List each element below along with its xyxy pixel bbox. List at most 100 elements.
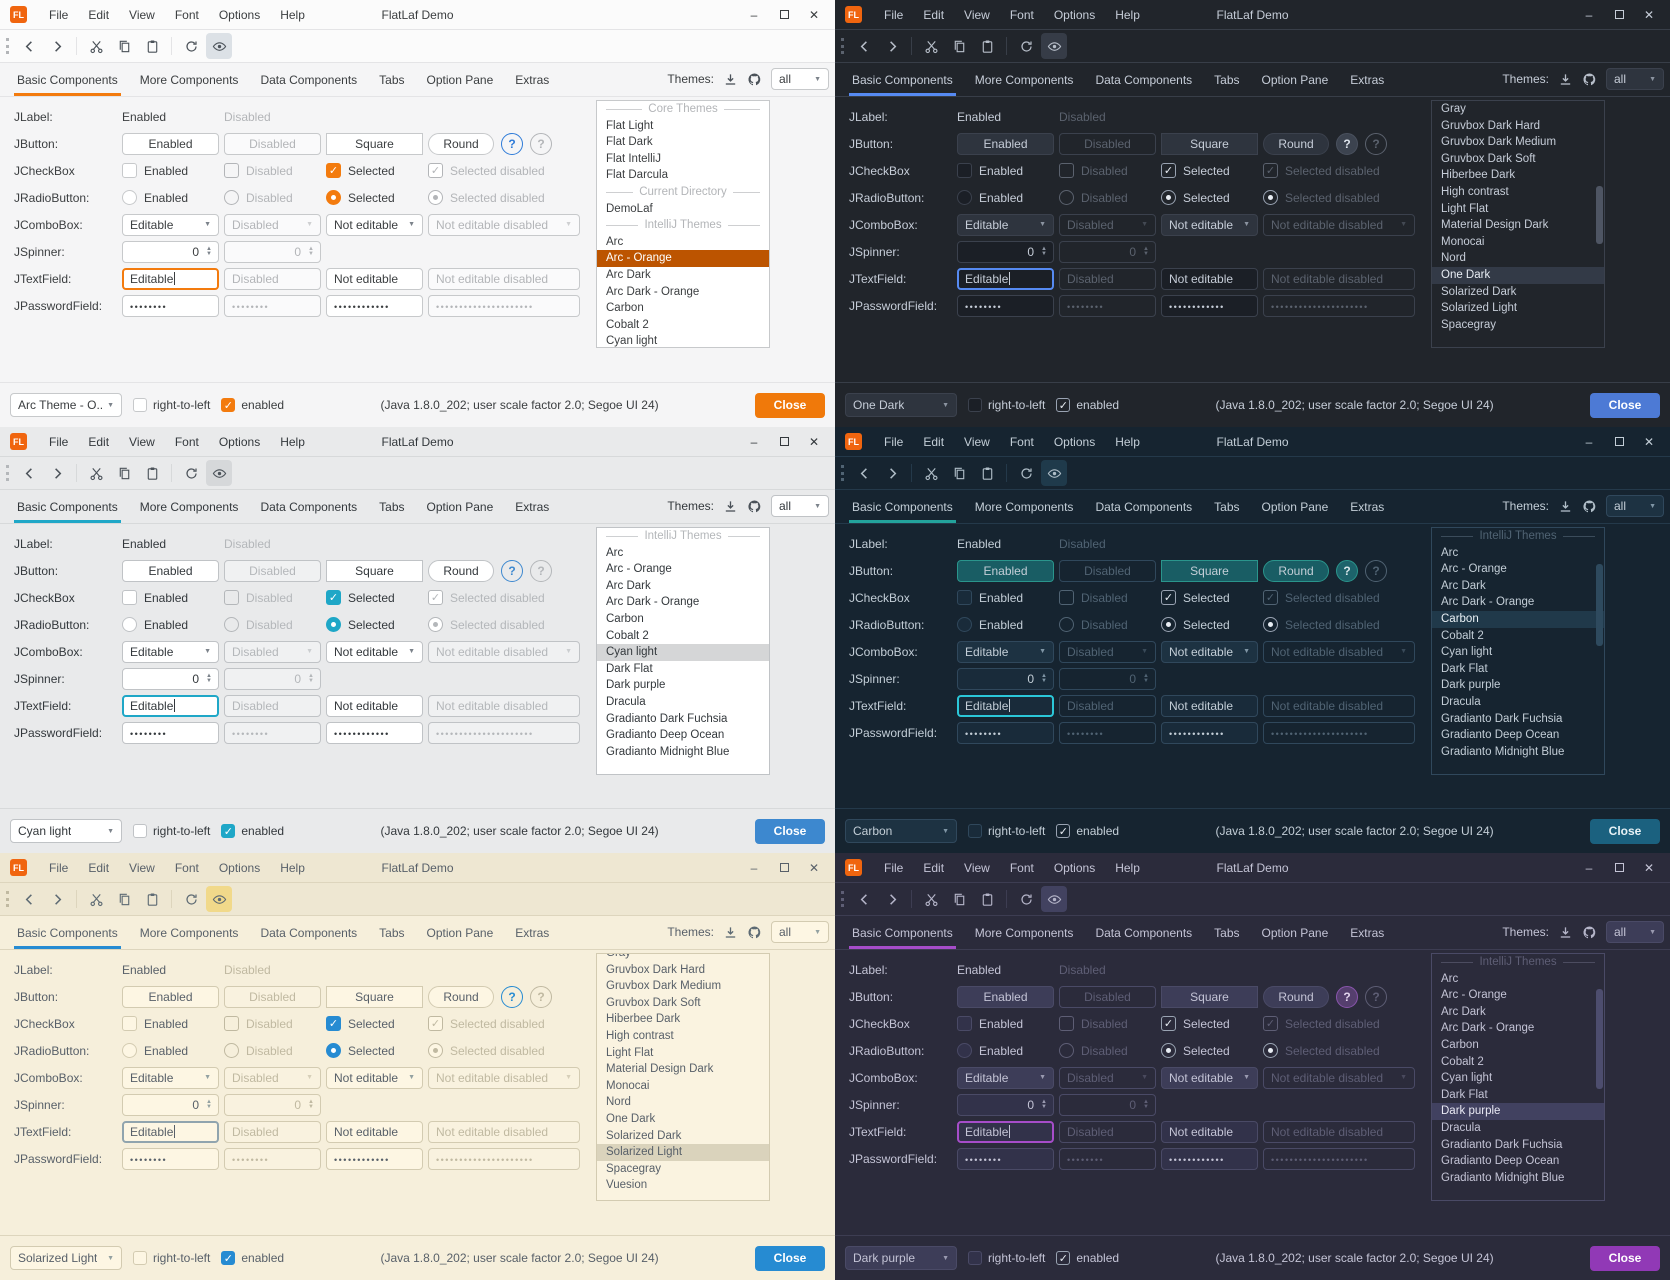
menu-font[interactable]: Font: [174, 860, 199, 875]
eye-button[interactable]: [206, 33, 232, 59]
download-themes-button[interactable]: [723, 499, 738, 514]
jcombobox-not-editable-disabled[interactable]: Not editable disabled ▼: [1263, 213, 1415, 236]
rtl-checkbox[interactable]: right-to-left: [133, 1251, 210, 1265]
forward-button[interactable]: [44, 33, 70, 59]
theme-list-item-selected[interactable]: Arc - Orange: [597, 250, 769, 267]
themes-filter-combobox[interactable]: all ▼: [1606, 921, 1664, 943]
tab-extras[interactable]: Extras: [1350, 926, 1385, 940]
theme-list-item[interactable]: Arc - Orange: [1441, 563, 1507, 576]
help-button-disabled[interactable]: ?: [1365, 559, 1387, 582]
tab-tabs[interactable]: Tabs: [1214, 926, 1240, 940]
theme-list-item[interactable]: Dracula: [606, 695, 646, 708]
jcheckbox-selected-disabled[interactable]: [1263, 163, 1278, 178]
jcheckbox-enabled[interactable]: [122, 163, 137, 178]
jtextfield-editable[interactable]: Editable: [122, 694, 219, 717]
theme-list-item[interactable]: Dracula: [1441, 695, 1481, 708]
theme-list-item[interactable]: High contrast: [606, 1029, 674, 1042]
jpasswordfield-enabled[interactable]: ••••••••: [957, 721, 1054, 744]
jtextfield-not-editable-disabled[interactable]: Not editable disabled: [428, 1120, 580, 1143]
maximize-button[interactable]: [1604, 435, 1634, 449]
minimize-button[interactable]: –: [1585, 7, 1593, 22]
square-button[interactable]: Square: [326, 559, 423, 582]
tab-option-pane[interactable]: Option Pane: [1261, 926, 1329, 940]
jcheckbox-selected[interactable]: [326, 163, 341, 178]
close-window-button[interactable]: ✕: [808, 434, 820, 449]
jradiobutton-selected[interactable]: [1161, 1043, 1176, 1058]
tab-data-components[interactable]: Data Components: [260, 500, 358, 514]
jtextfield-not-editable[interactable]: Not editable: [1161, 694, 1258, 717]
jpasswordfield-not-editable-disabled[interactable]: •••••••••••••••••••••: [1263, 1147, 1415, 1170]
forward-button[interactable]: [879, 33, 905, 59]
tab-tabs[interactable]: Tabs: [1214, 500, 1240, 514]
jcheckbox-selected[interactable]: [326, 590, 341, 605]
jpasswordfield-enabled[interactable]: ••••••••: [122, 721, 219, 744]
toolbar-grip-icon[interactable]: [841, 891, 846, 907]
jpasswordfield-disabled[interactable]: ••••••••: [1059, 721, 1156, 744]
jspinner-enabled[interactable]: 0 ▲ ▼: [957, 1093, 1054, 1116]
themes-filter-combobox[interactable]: all ▼: [771, 68, 829, 90]
jtextfield-not-editable[interactable]: Not editable: [326, 694, 423, 717]
jtextfield-disabled[interactable]: Disabled: [1059, 1120, 1156, 1143]
jspinner-disabled[interactable]: 0 ▲ ▼: [1059, 240, 1156, 263]
jcheckbox-selected-disabled[interactable]: [1263, 590, 1278, 605]
jcombobox-not-editable-disabled[interactable]: Not editable disabled ▼: [428, 213, 580, 236]
tab-basic-components[interactable]: Basic Components: [841, 66, 964, 96]
menu-view[interactable]: View: [129, 860, 155, 875]
jcheckbox-enabled[interactable]: [122, 590, 137, 605]
theme-list-item[interactable]: Arc Dark: [1441, 1005, 1486, 1018]
theme-list-item[interactable]: Spacegray: [606, 1162, 661, 1175]
theme-list-item[interactable]: Arc Dark: [1441, 579, 1486, 592]
minimize-button[interactable]: –: [750, 860, 758, 875]
menu-font[interactable]: Font: [1009, 860, 1034, 875]
jcombobox-not-editable[interactable]: Not editable ▼: [1161, 1066, 1258, 1089]
jtextfield-not-editable-disabled[interactable]: Not editable disabled: [1263, 1120, 1415, 1143]
jradiobutton-disabled[interactable]: [1059, 190, 1074, 205]
jpasswordfield-disabled[interactable]: ••••••••: [1059, 1147, 1156, 1170]
jpasswordfield-enabled[interactable]: ••••••••: [957, 294, 1054, 317]
back-button[interactable]: [16, 33, 42, 59]
help-button[interactable]: ?: [1336, 132, 1358, 155]
jradiobutton-disabled[interactable]: [224, 617, 239, 632]
tab-basic-components[interactable]: Basic Components: [6, 493, 129, 523]
menu-file[interactable]: File: [884, 434, 904, 449]
back-button[interactable]: [16, 460, 42, 486]
forward-button[interactable]: [879, 460, 905, 486]
jpasswordfield-disabled[interactable]: ••••••••: [224, 721, 321, 744]
jtextfield-editable[interactable]: Editable: [957, 694, 1054, 717]
jspinner-enabled[interactable]: 0 ▲ ▼: [122, 1093, 219, 1116]
refresh-button[interactable]: [178, 460, 204, 486]
maximize-button[interactable]: [769, 435, 799, 449]
jtextfield-disabled[interactable]: Disabled: [224, 1120, 321, 1143]
paste-button[interactable]: [139, 33, 165, 59]
jtextfield-disabled[interactable]: Disabled: [1059, 267, 1156, 290]
github-button[interactable]: [747, 499, 762, 514]
github-button[interactable]: [747, 925, 762, 940]
tab-extras[interactable]: Extras: [515, 926, 550, 940]
theme-list-item[interactable]: Arc - Orange: [606, 563, 672, 576]
jpasswordfield-not-editable-disabled[interactable]: •••••••••••••••••••••: [428, 1147, 580, 1170]
rtl-checkbox[interactable]: right-to-left: [968, 1251, 1045, 1265]
enabled-button[interactable]: Enabled: [957, 132, 1054, 155]
close-button[interactable]: Close: [1590, 392, 1660, 418]
theme-combobox[interactable]: Dark purple ▼: [845, 1246, 957, 1270]
back-button[interactable]: [851, 886, 877, 912]
enabled-checkbox[interactable]: enabled: [1056, 398, 1119, 412]
jcheckbox-disabled[interactable]: [1059, 163, 1074, 178]
jcombobox-editable[interactable]: Editable ▼: [957, 640, 1054, 663]
theme-list-item[interactable]: Cobalt 2: [1441, 629, 1484, 642]
tab-tabs[interactable]: Tabs: [379, 500, 405, 514]
jpasswordfield-not-editable-disabled[interactable]: •••••••••••••••••••••: [428, 294, 580, 317]
menu-file[interactable]: File: [49, 434, 69, 449]
theme-list-item[interactable]: Arc: [1441, 546, 1459, 559]
tab-more-components[interactable]: More Components: [974, 926, 1074, 940]
menu-options[interactable]: Options: [1053, 860, 1096, 875]
round-button[interactable]: Round: [1263, 132, 1329, 155]
menu-font[interactable]: Font: [1009, 7, 1034, 22]
theme-list-item[interactable]: Gradianto Midnight Blue: [1441, 1171, 1565, 1184]
tab-basic-components[interactable]: Basic Components: [6, 66, 129, 96]
jcombobox-disabled[interactable]: Disabled ▼: [224, 1066, 321, 1089]
jpasswordfield-not-editable[interactable]: ••••••••••••: [1161, 294, 1258, 317]
tab-extras[interactable]: Extras: [515, 500, 550, 514]
menu-view[interactable]: View: [964, 434, 990, 449]
jradiobutton-disabled[interactable]: [224, 190, 239, 205]
